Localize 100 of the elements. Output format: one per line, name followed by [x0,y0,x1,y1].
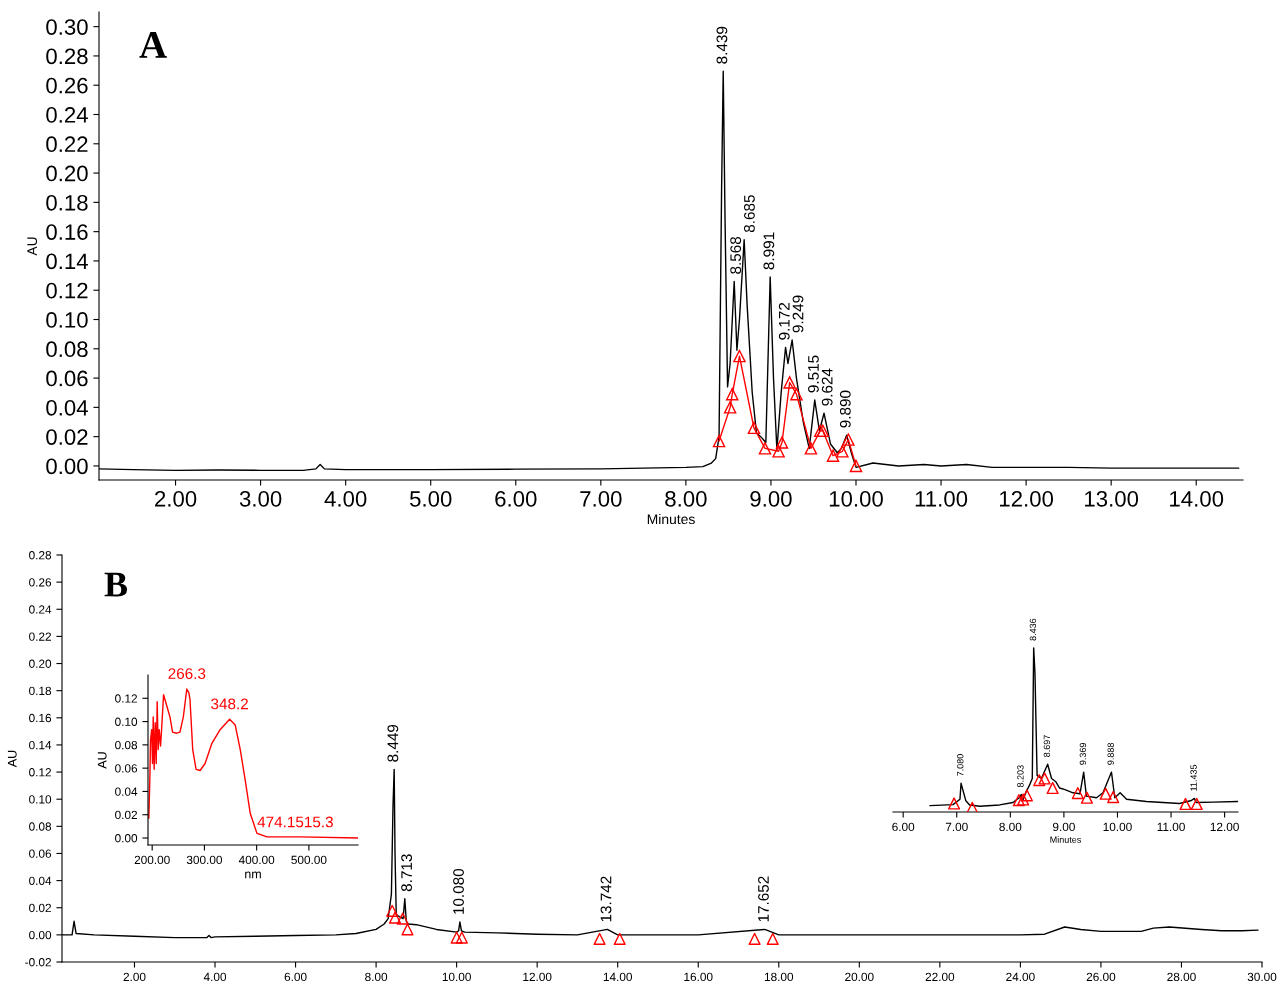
line-series [148,688,358,839]
annotation: 8.991 [763,232,775,270]
point [783,376,796,389]
annotation: 9.890 [839,390,851,428]
x-tick-label: 20.00 [845,972,874,982]
point [386,904,399,917]
point [1107,790,1120,804]
x-tick-label: 500.00 [291,855,327,865]
y-tick-label: 0.20 [46,165,88,182]
y-tick-label: 0.28 [29,551,52,560]
x-tick-label: 18.00 [764,972,794,982]
x-tick-label: 3.00 [239,491,282,507]
x-tick-label: 26.00 [1086,972,1116,982]
annotation: 9.888 [1107,742,1114,765]
point [733,349,746,363]
point [1033,774,1046,787]
point [836,445,849,458]
y-tick-label: 0.18 [46,194,88,211]
point [455,931,468,944]
y-tick-label: 0.12 [29,768,51,777]
y-tick-label: 0.00 [29,930,52,940]
x-tick-label: 2.00 [155,491,197,507]
x-tick-label: 8.00 [365,972,388,982]
x-axis-title: Minutes [647,513,695,525]
point [804,442,818,455]
x-tick-label: 10.00 [442,972,471,982]
annotation: 8.449 [387,724,399,762]
y-axis-title: AU [27,237,38,256]
x-tick-label: 7.00 [945,822,968,832]
annotation: 9.369 [1079,743,1087,765]
point [396,912,409,925]
point [723,401,737,414]
y-tick-label: 0.24 [46,107,88,123]
point [1099,787,1112,800]
x-tick-label: 8.00 [665,491,707,507]
y-tick-label: 0.00 [46,458,88,475]
point [1190,797,1203,811]
point [725,387,739,401]
y-tick-label: 0.14 [46,253,88,270]
annotation: A [139,32,167,58]
point [790,387,803,401]
point [1080,791,1094,804]
x-tick-label: 2.00 [123,972,146,982]
y-tick-label: 0.26 [29,578,52,587]
x-tick-label: 200.00 [134,855,170,865]
point [388,911,402,924]
annotation: 8.697 [1043,735,1051,757]
y-tick-label: 0.06 [115,764,138,773]
y-tick-label: 0.04 [29,876,52,885]
x-tick-label: 5.00 [409,491,452,507]
annotation: 8.685 [744,195,755,233]
point [842,433,855,446]
x-tick-label: 6.00 [495,491,537,507]
annotation: 13.742 [600,876,612,922]
x-tick-label: 30.00 [1247,972,1277,982]
point [712,434,726,448]
y-tick-label: 0.20 [29,659,52,668]
point [1179,797,1192,811]
annotation: 7.080 [957,754,964,776]
x-tick-label: 14.00 [603,972,633,982]
x-tick-label: 6.00 [284,972,307,982]
annotation: 266.3 [168,668,206,680]
y-tick-label: 0.28 [46,48,88,65]
x-tick-label: 12.00 [523,972,552,982]
y-tick-label: 0.12 [115,694,137,703]
x-tick-label: 14.00 [1170,491,1224,507]
x-axis-title: Minutes [1050,836,1081,843]
point [947,797,961,810]
y-tick-label: 0.26 [46,77,88,94]
y-tick-label: 0.24 [29,605,52,614]
y-tick-label: 0.08 [115,740,138,750]
annotation: 8.203 [1017,765,1024,788]
y-tick-label: 0.02 [46,429,88,445]
point [772,445,785,458]
annotation: 9.624 [821,368,833,406]
x-tick-label: 9.00 [750,491,792,507]
point [747,421,761,435]
y-tick-label: 0.04 [46,399,88,416]
point [1020,789,1034,802]
x-tick-label: 400.00 [238,855,275,865]
y-tick-label: 0.12 [46,282,88,299]
x-tick-label: 7.00 [580,491,622,507]
point [758,442,772,455]
annotation: 8.568 [730,236,742,274]
x-tick-label: 16.00 [684,972,713,982]
y-tick-label: 0.16 [29,713,52,723]
y-tick-label: 0.04 [115,787,138,796]
x-tick-label: 4.00 [324,491,367,507]
x-tick-label: 6.00 [892,822,915,832]
x-tick-label: 11.00 [1157,822,1185,832]
annotation: 8.436 [1029,618,1037,641]
y-tick-label: -0.02 [25,958,51,967]
x-tick-label: 10.00 [1103,822,1132,832]
x-tick-label: 12.00 [1000,491,1054,507]
point [775,436,789,449]
x-tick-label: 11.00 [915,491,968,507]
x-axis-title: nm [245,871,261,879]
x-tick-label: 12.00 [1210,822,1239,832]
y-tick-label: 0.10 [46,312,88,328]
x-tick-label: 8.00 [999,822,1022,832]
